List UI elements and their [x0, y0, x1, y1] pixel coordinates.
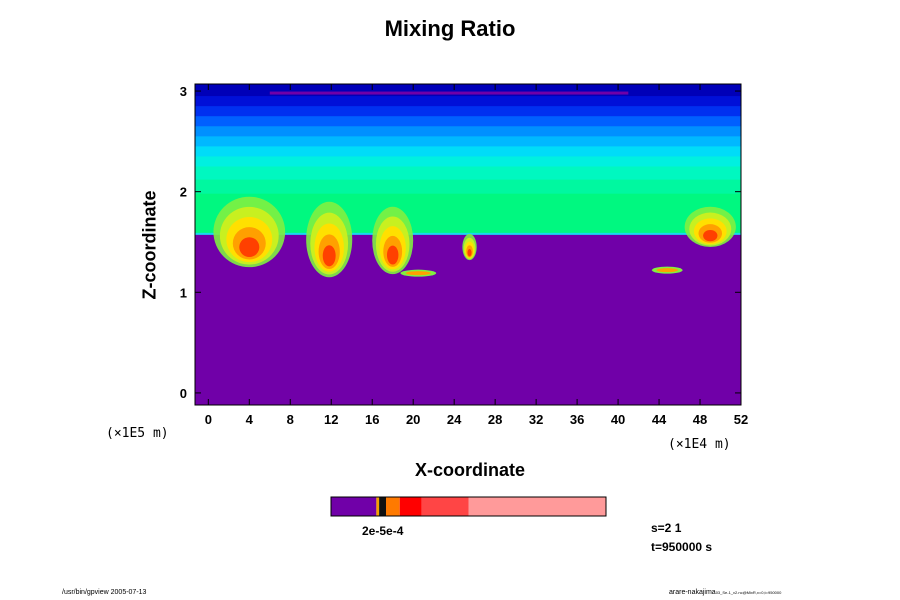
- x-tick-label-8: 32: [529, 412, 543, 427]
- x-tick-label-9: 36: [570, 412, 584, 427]
- chart-title: Mixing Ratio: [384, 16, 516, 41]
- x-axis-label: X-coordinate: [414, 460, 525, 480]
- colorbar-tick-label: 2e-5e-4: [362, 524, 404, 538]
- colorbar-segment-0: [331, 497, 377, 516]
- colorbar-frame: [330, 496, 607, 517]
- y-tick-label-1: 1: [180, 285, 187, 300]
- plume-4-level-4: [703, 229, 718, 242]
- footer-right-main: arare-nakajima: [669, 589, 716, 596]
- x-tick-label-0: 0: [205, 412, 212, 427]
- x-tick-label-3: 12: [324, 412, 338, 427]
- x-tick-label-5: 20: [406, 412, 420, 427]
- y-tick-label-2: 2: [180, 185, 187, 200]
- field-layer: [195, 84, 741, 278]
- x-tick-label-7: 28: [488, 412, 502, 427]
- colorbar-segment-2: [379, 497, 386, 516]
- field-band-7: [195, 156, 741, 168]
- colorbar-segment-3: [386, 497, 400, 516]
- field-band-1: [195, 96, 741, 107]
- footer-right: arare-nakajima03_Se-1_v2.nc@MixR,x=0,t=9…: [669, 589, 781, 596]
- x-tick-label-4: 16: [365, 412, 379, 427]
- info-s: s=2 1: [651, 521, 682, 535]
- plume-0-level-4: [239, 237, 260, 257]
- y-tick-label-0: 0: [180, 386, 187, 401]
- colorbar-segment-4: [399, 497, 422, 516]
- x-unit-label: (×1E4 m): [668, 437, 731, 452]
- colorbar-segment-5: [421, 497, 469, 516]
- colorbar-segment-6: [468, 497, 606, 516]
- field-band-2: [195, 106, 741, 117]
- blob-0-core: [405, 271, 431, 276]
- info-t: t=950000 s: [651, 540, 713, 554]
- plume-2-level-4: [386, 245, 399, 265]
- field-band-4: [195, 126, 741, 137]
- y-unit-label: (×1E5 m): [106, 426, 169, 441]
- x-tick-label-10: 40: [611, 412, 625, 427]
- field-band-6: [195, 146, 741, 157]
- field-band-3: [195, 116, 741, 127]
- field-band-10: [195, 193, 741, 235]
- field-band-8: [195, 166, 741, 181]
- x-tick-label-2: 8: [287, 412, 294, 427]
- plot-frame: [194, 83, 742, 406]
- plume-3-level-4: [467, 249, 472, 257]
- blob-1-core: [656, 268, 678, 273]
- field-top-strip: [269, 91, 629, 95]
- x-tick-label-11: 44: [652, 412, 667, 427]
- x-tick-label-1: 4: [246, 412, 254, 427]
- x-tick-label-6: 24: [447, 412, 462, 427]
- x-tick-label-12: 48: [693, 412, 707, 427]
- footer-left: /usr/bin/gpview 2005-07-13: [62, 589, 147, 596]
- colorbar-segment-1: [376, 497, 380, 516]
- y-tick-label-3: 3: [180, 84, 187, 99]
- y-axis-label: Z-coordinate: [139, 190, 160, 300]
- plume-1-level-4: [322, 245, 336, 267]
- footer-right-detail: 03_Se-1_v2.nc@MixR,x=0,t=950000: [715, 590, 782, 595]
- field-band-5: [195, 136, 741, 147]
- x-tick-label-13: 52: [734, 412, 748, 427]
- field-band-9: [195, 179, 741, 195]
